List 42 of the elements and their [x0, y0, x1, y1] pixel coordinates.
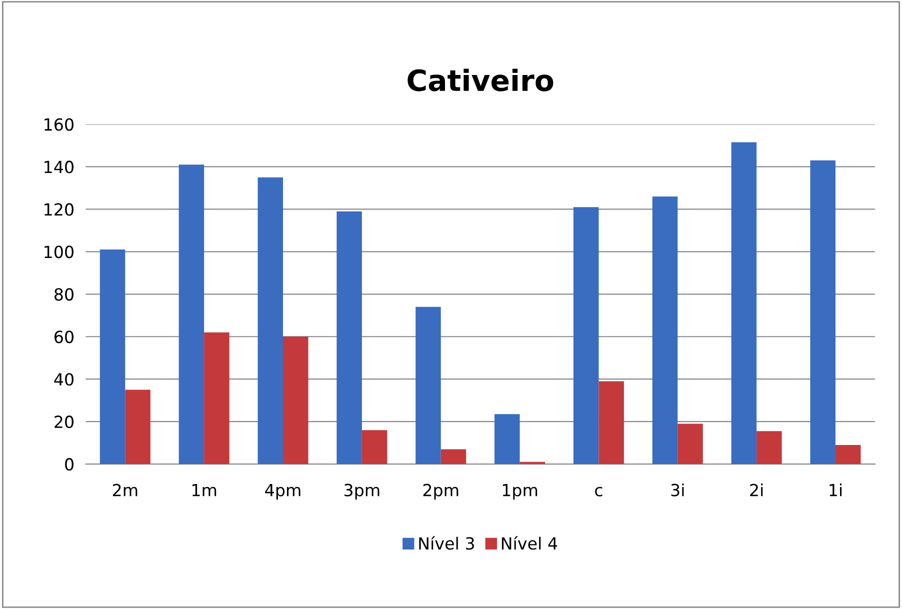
y-tick-label: 100 [44, 246, 74, 258]
bar [440, 449, 466, 464]
x-tick-label: 4pm [265, 484, 300, 500]
bar [204, 332, 230, 464]
y-tick-label: 120 [44, 203, 74, 216]
bar [520, 462, 546, 464]
x-tick-label: 3i [671, 484, 684, 496]
x-tick-label: 1m [192, 484, 216, 496]
bar [416, 306, 441, 464]
bar [573, 207, 599, 464]
y-tick-label: 20 [54, 416, 74, 428]
y-tick-label: 0 [65, 458, 74, 471]
bar [678, 424, 703, 464]
bar [100, 250, 126, 464]
bar [731, 142, 757, 464]
bar [835, 444, 861, 464]
bar [756, 431, 782, 464]
bar [494, 414, 520, 464]
y-tick-label: 80 [54, 288, 74, 301]
bar [178, 164, 204, 464]
x-tick-label: 3pm [344, 484, 380, 500]
x-tick-label: 1i [830, 484, 842, 496]
bar [125, 390, 150, 464]
bar [336, 211, 362, 464]
x-tick-label: 2i [750, 484, 763, 496]
chart-title: Cativeiro [408, 68, 554, 92]
legend-label: Nível 4 [502, 536, 558, 550]
bar [362, 430, 388, 464]
bar [598, 381, 624, 464]
bar [810, 160, 836, 464]
y-tick-label: 160 [44, 118, 74, 131]
bar [258, 177, 284, 464]
x-tick-label: c [595, 486, 602, 496]
bar [283, 336, 308, 464]
legend-label: Nível 3 [419, 536, 474, 550]
y-tick-label: 60 [54, 330, 74, 344]
y-tick-label: 140 [44, 160, 74, 174]
x-tick-label: 1pm [502, 484, 538, 500]
x-tick-label: 2pm [423, 484, 458, 500]
bar [652, 196, 678, 464]
x-tick-label: 2m [112, 484, 138, 496]
y-tick-label: 40 [54, 373, 74, 386]
